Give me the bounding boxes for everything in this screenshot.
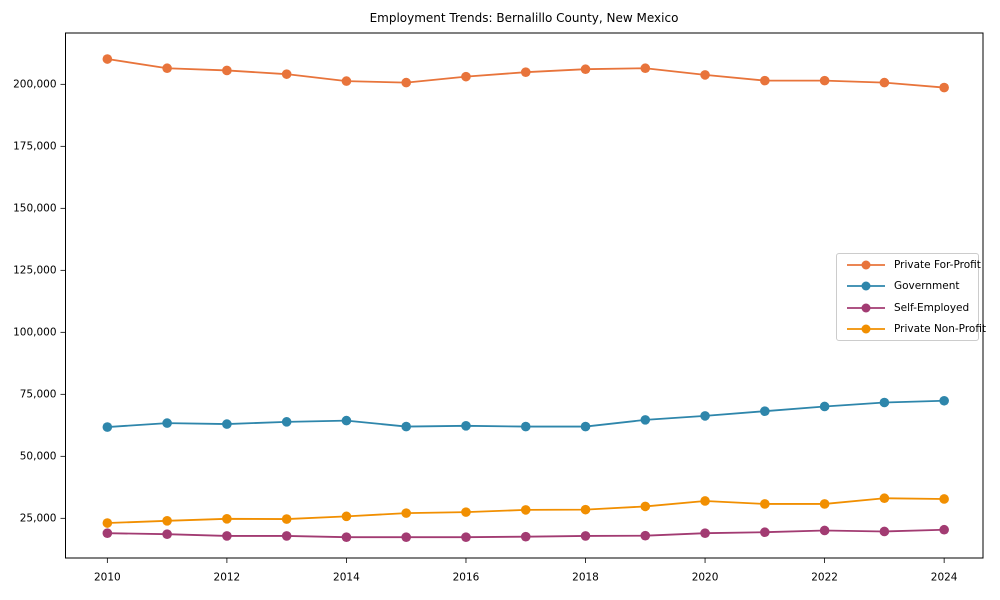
legend-item-private-non-profit: Private Non-Profit — [846, 319, 986, 341]
data-point-private-for-profit-2022 — [819, 75, 830, 86]
x-tick-label: 2010 — [94, 571, 121, 583]
data-point-government-2018 — [580, 421, 591, 432]
data-point-private-non-profit-2020 — [700, 496, 710, 506]
data-point-self-employed-2018 — [580, 531, 591, 541]
y-tick-label: 200,000 — [13, 79, 56, 91]
x-tick-label: 2012 — [214, 571, 241, 583]
data-point-private-non-profit-2019 — [640, 501, 651, 512]
legend-sample-private-for-profit-icon — [847, 260, 885, 270]
data-point-private-for-profit-2015 — [401, 77, 412, 88]
data-point-self-employed-2011 — [162, 529, 172, 539]
x-tick-label: 2014 — [333, 571, 360, 583]
legend-item-government: Government — [846, 276, 978, 298]
data-point-government-2019 — [640, 415, 651, 425]
data-point-private-for-profit-2012 — [222, 65, 232, 76]
data-point-government-2023 — [879, 397, 890, 408]
data-point-private-for-profit-2020 — [700, 70, 710, 80]
data-point-self-employed-2013 — [281, 531, 292, 541]
data-point-private-non-profit-2023 — [879, 493, 890, 504]
legend-marker-icon — [861, 303, 871, 313]
data-point-private-for-profit-2013 — [281, 69, 292, 79]
data-point-self-employed-2021 — [760, 527, 770, 538]
data-point-self-employed-2019 — [640, 530, 651, 541]
data-point-government-2010 — [102, 422, 113, 432]
legend-label-self-employed: Self-Employed — [894, 301, 970, 314]
data-point-government-2021 — [760, 406, 770, 416]
data-point-government-2016 — [461, 421, 471, 431]
data-point-private-for-profit-2021 — [760, 75, 770, 86]
data-point-private-non-profit-2014 — [341, 511, 352, 522]
data-point-self-employed-2020 — [700, 528, 710, 539]
legend-sample-government-icon — [847, 281, 885, 291]
data-point-private-non-profit-2012 — [222, 514, 232, 524]
x-tick-label: 2016 — [453, 571, 480, 583]
legend-sample-self-employed-icon — [847, 303, 885, 313]
data-point-self-employed-2012 — [222, 531, 232, 541]
legend-marker-icon — [861, 281, 871, 291]
x-tick-label: 2022 — [811, 571, 838, 583]
legend-item-self-employed: Self-Employed — [846, 297, 978, 319]
y-tick-label: 25,000 — [20, 513, 57, 525]
data-point-government-2022 — [819, 401, 830, 412]
data-point-self-employed-2023 — [879, 526, 890, 537]
y-tick-label: 175,000 — [13, 141, 56, 153]
plot-border — [65, 32, 984, 559]
data-point-government-2013 — [281, 417, 292, 427]
data-point-private-non-profit-2016 — [461, 507, 471, 517]
x-tick-label: 2018 — [572, 571, 599, 583]
data-point-self-employed-2017 — [520, 531, 531, 542]
data-point-private-non-profit-2017 — [520, 505, 531, 515]
y-tick-label: 100,000 — [13, 327, 56, 339]
data-point-private-non-profit-2011 — [162, 516, 172, 526]
data-point-private-non-profit-2022 — [819, 499, 830, 509]
data-point-self-employed-2016 — [461, 532, 471, 542]
data-point-private-non-profit-2018 — [580, 504, 591, 515]
data-point-self-employed-2010 — [102, 528, 113, 539]
data-point-government-2014 — [341, 415, 352, 426]
data-point-private-for-profit-2018 — [580, 64, 591, 75]
legend-label-government: Government — [894, 280, 960, 293]
y-tick-label: 50,000 — [20, 451, 57, 463]
legend-marker-icon — [861, 260, 871, 270]
legend-sample-private-non-profit-icon — [847, 324, 885, 334]
data-point-private-for-profit-2017 — [520, 67, 531, 77]
data-point-private-for-profit-2024 — [939, 82, 949, 93]
data-point-government-2024 — [939, 395, 949, 406]
data-point-self-employed-2014 — [341, 532, 352, 542]
y-tick-label: 125,000 — [13, 265, 56, 277]
data-point-private-for-profit-2023 — [879, 77, 890, 88]
x-tick-label: 2020 — [692, 571, 719, 583]
data-point-self-employed-2024 — [939, 524, 949, 535]
chart-title: Employment Trends: Bernalillo County, Ne… — [369, 11, 679, 25]
data-point-government-2015 — [401, 421, 412, 432]
data-point-private-for-profit-2014 — [341, 76, 352, 86]
data-point-private-for-profit-2016 — [461, 71, 471, 82]
x-tick-label: 2024 — [931, 571, 958, 583]
data-point-government-2020 — [700, 411, 710, 421]
legend-label-private-for-profit: Private For-Profit — [894, 258, 981, 271]
data-point-private-for-profit-2011 — [162, 63, 172, 74]
legend-item-private-for-profit: Private For-Profit — [846, 254, 981, 276]
data-point-self-employed-2022 — [819, 525, 830, 536]
data-point-private-non-profit-2013 — [281, 514, 292, 524]
legend-label-private-non-profit: Private Non-Profit — [894, 323, 987, 336]
data-point-private-non-profit-2021 — [760, 499, 770, 509]
data-point-private-non-profit-2024 — [939, 494, 949, 504]
data-point-self-employed-2015 — [401, 532, 412, 542]
data-point-private-for-profit-2019 — [640, 63, 651, 74]
data-point-government-2012 — [222, 419, 232, 429]
data-point-private-for-profit-2010 — [102, 54, 113, 64]
y-tick-label: 75,000 — [20, 389, 57, 401]
legend-marker-icon — [861, 324, 871, 334]
data-point-private-non-profit-2010 — [102, 518, 113, 528]
data-point-private-non-profit-2015 — [401, 508, 412, 518]
data-point-government-2011 — [162, 418, 172, 428]
y-tick-label: 150,000 — [13, 203, 56, 215]
legend: Private For-Profit Government Self-Employe… — [836, 253, 986, 341]
data-point-government-2017 — [520, 421, 531, 432]
